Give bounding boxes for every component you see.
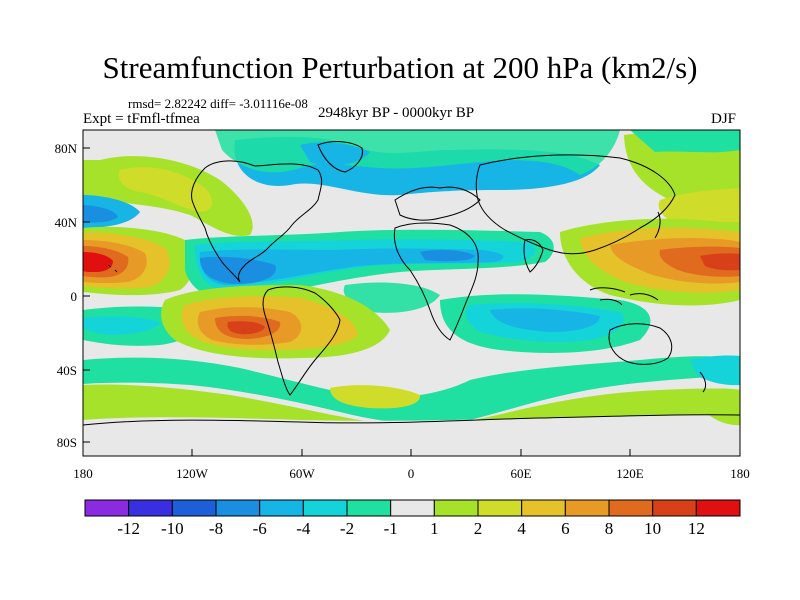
coast-africa bbox=[393, 222, 479, 341]
colorbar-swatch bbox=[84, 499, 130, 517]
colorbar: -12 -10 -8 -6 -4 -2 -1 1 2 4 6 8 10 12 bbox=[84, 499, 741, 538]
colorbar-swatch bbox=[259, 499, 304, 517]
colorbar-swatch bbox=[302, 499, 348, 517]
contour-wpac-red bbox=[700, 253, 740, 271]
contour-greenland-cyan bbox=[300, 142, 370, 166]
colorbar-label: -10 bbox=[161, 519, 184, 538]
colorbar-label: -12 bbox=[117, 519, 140, 538]
colorbar-label: -2 bbox=[340, 519, 354, 538]
colorbar-label: 2 bbox=[474, 519, 483, 538]
contour-cpac-red bbox=[83, 252, 113, 272]
season-label: DJF bbox=[711, 111, 737, 127]
contour-sw-green bbox=[700, 388, 740, 426]
lat-axis: 80N 40N 0 40S 80S bbox=[55, 141, 90, 450]
contour-nwpac-blue bbox=[83, 205, 118, 223]
colorbar-swatch bbox=[477, 499, 523, 517]
colorbar-label: 12 bbox=[688, 519, 705, 538]
stats-text: rmsd= 2.82242 diff= -3.01116e-08 bbox=[128, 96, 308, 111]
colorbar-swatch bbox=[652, 499, 697, 517]
period-label: 2948kyr BP - 0000kyr BP bbox=[318, 105, 475, 121]
colorbar-swatch bbox=[564, 499, 610, 517]
lon-label-180w: 180 bbox=[73, 466, 93, 481]
contour-satl-yellow bbox=[330, 385, 421, 409]
lon-label-0: 0 bbox=[408, 466, 415, 481]
coast-greenland bbox=[317, 141, 364, 173]
colorbar-swatch bbox=[128, 499, 173, 517]
colorbar-label: 6 bbox=[561, 519, 570, 538]
lon-label-120e: 120E bbox=[616, 466, 644, 481]
contour-sam-red bbox=[227, 321, 265, 335]
colorbar-label: -8 bbox=[209, 519, 223, 538]
contour-caribbean-blue bbox=[200, 256, 276, 284]
lon-label-180e: 180 bbox=[730, 466, 750, 481]
coast-newzealand bbox=[699, 371, 707, 393]
contour-africa-blue bbox=[420, 249, 475, 262]
colorbar-label: -6 bbox=[253, 519, 267, 538]
coast-asia bbox=[475, 154, 676, 255]
contour-field bbox=[83, 130, 740, 456]
colorbar-label: 8 bbox=[605, 519, 614, 538]
coast-hawaii bbox=[107, 264, 118, 273]
colorbar-label: -1 bbox=[384, 519, 398, 538]
coast-antarctica bbox=[83, 414, 740, 426]
colorbar-swatch bbox=[346, 499, 392, 517]
lat-label-40n: 40N bbox=[55, 215, 78, 230]
coast-south-america bbox=[262, 286, 341, 396]
coast-north-america bbox=[191, 160, 323, 283]
colorbar-swatch bbox=[390, 499, 435, 517]
contour-eqatl-mint bbox=[343, 282, 440, 313]
contour-npacific-yellow bbox=[118, 167, 212, 212]
contour-ssouth-neutral bbox=[83, 414, 740, 456]
coast-europe bbox=[394, 186, 481, 221]
lat-label-80s: 80S bbox=[57, 435, 77, 450]
colorbar-swatch bbox=[171, 499, 217, 517]
colorbar-swatch bbox=[433, 499, 479, 517]
lat-label-0: 0 bbox=[71, 289, 78, 304]
colorbar-label: 10 bbox=[644, 519, 661, 538]
coast-australia bbox=[608, 323, 673, 365]
lat-label-40s: 40S bbox=[57, 363, 77, 378]
contour-ssouth-mint bbox=[83, 356, 740, 424]
coast-india bbox=[523, 239, 544, 273]
colorbar-swatch bbox=[695, 499, 741, 517]
colorbar-label: 1 bbox=[430, 519, 439, 538]
coast-indonesia bbox=[589, 287, 659, 306]
colorbar-label: -4 bbox=[296, 519, 311, 538]
lon-label-120w: 120W bbox=[176, 466, 209, 481]
lon-label-60e: 60E bbox=[511, 466, 532, 481]
map-title: Streamfunction Perturbation at 200 hPa (… bbox=[102, 50, 698, 85]
lat-label-80n: 80N bbox=[55, 141, 78, 156]
contour-seast-cyan bbox=[690, 355, 740, 386]
coast-japan bbox=[654, 211, 661, 239]
lon-label-60w: 60W bbox=[289, 466, 315, 481]
contour-northeast-mint bbox=[630, 130, 740, 153]
coastlines bbox=[83, 141, 740, 426]
colorbar-label: 4 bbox=[517, 519, 526, 538]
lon-axis: 180 120W 60W 0 60E 120E 180 bbox=[73, 449, 750, 481]
colorbar-swatch bbox=[215, 499, 261, 517]
contour-spac-cyan bbox=[83, 316, 160, 335]
colorbar-swatch bbox=[608, 499, 654, 517]
contour-indian-sky bbox=[490, 308, 600, 332]
experiment-label: Expt = tFmfl-tfmea bbox=[83, 111, 200, 127]
colorbar-swatch bbox=[521, 499, 566, 517]
